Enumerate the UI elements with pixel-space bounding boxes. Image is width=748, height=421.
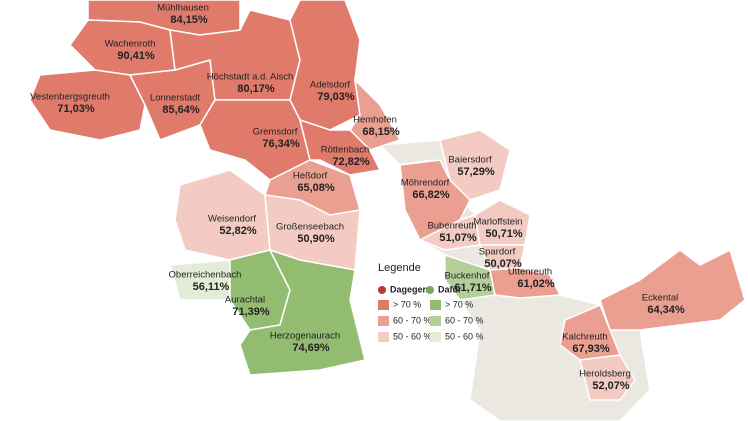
region-result: 61,71% <box>454 282 492 294</box>
legend-label: 60 - 70 % <box>445 315 484 325</box>
region-result: 52,07% <box>592 380 630 392</box>
legend-swatch <box>430 332 441 342</box>
region <box>599 248 746 331</box>
region-result: 50,07% <box>484 258 522 270</box>
region-result: 66,82% <box>412 189 450 201</box>
region-name: Gremsdorf <box>253 127 298 138</box>
legend-label: > 70 % <box>393 299 421 309</box>
legend-title: Legende <box>378 262 421 274</box>
region <box>399 159 471 242</box>
region-name: Herzogenaurach <box>270 331 340 342</box>
region-name: Uttenreuth <box>508 267 552 278</box>
region <box>444 253 496 301</box>
region-name: Mühlhausen <box>157 3 209 14</box>
region-result: 79,03% <box>317 91 355 103</box>
region-result: 85,64% <box>162 104 200 116</box>
region-result: 50,71% <box>485 228 523 240</box>
legend-swatch <box>430 316 441 326</box>
region-name: Wachenroth <box>105 39 156 50</box>
region-name: Eckental <box>642 293 678 304</box>
region <box>289 0 361 131</box>
region-name: Möhrendorf <box>401 178 450 189</box>
legend-swatch <box>378 332 389 342</box>
against-icon <box>378 286 386 294</box>
region-result: 51,07% <box>439 232 477 244</box>
region-result: 65,08% <box>297 182 335 194</box>
region-name: Lonnerstadt <box>150 93 201 104</box>
region <box>579 354 636 401</box>
region-result: 84,15% <box>170 14 208 26</box>
legend-swatch <box>378 316 389 326</box>
region-name: Heßdorf <box>293 171 328 182</box>
region <box>489 267 562 299</box>
legend-against: Dagegen <box>390 284 428 294</box>
region-result: 80,17% <box>237 83 275 95</box>
region-name: Vestenbergsgreuth <box>30 92 110 103</box>
region-result: 56,11% <box>193 281 230 293</box>
region <box>474 199 531 246</box>
region-result: 90,41% <box>117 50 155 62</box>
for-icon <box>426 286 434 294</box>
region <box>239 248 366 376</box>
region-result: 61,02% <box>517 278 555 290</box>
region-result: 76,34% <box>262 138 300 150</box>
region-name: Buckenhof <box>445 271 490 282</box>
region-name: Heroldsberg <box>579 369 631 380</box>
region-name: Höchstadt a.d. Aisch <box>207 72 294 83</box>
region-result: 52,82% <box>219 225 257 237</box>
region-result: 71,03% <box>57 103 95 115</box>
region-name: Aurachtal <box>225 295 265 306</box>
region-name: Röttenbach <box>321 145 370 156</box>
region-name: Weisendorf <box>208 214 256 225</box>
region-result: 64,34% <box>647 304 685 316</box>
region <box>298 118 382 176</box>
legend-swatch <box>378 300 389 310</box>
region-name: Kalchreuth <box>562 332 607 343</box>
region-result: 67,93% <box>572 343 610 355</box>
legend-label: 50 - 60 % <box>445 331 484 341</box>
legend-label: 60 - 70 % <box>393 315 432 325</box>
region-name: Hemhofen <box>353 115 397 126</box>
region-name: Großenseebach <box>276 222 344 233</box>
region-name: Baiersdorf <box>448 155 492 166</box>
legend-label: > 70 % <box>445 299 473 309</box>
region-result: 72,82% <box>332 156 370 168</box>
region-result: 68,15% <box>362 126 400 138</box>
legend-for: Dafür <box>438 284 462 294</box>
region-name: Oberreichenbach <box>169 270 242 281</box>
region-name: Spardorf <box>479 247 516 258</box>
region-result: 57,29% <box>457 166 495 178</box>
region-name: Adelsdorf <box>310 80 350 91</box>
region-result: 74,69% <box>292 342 330 354</box>
region-name: Marloffstein <box>474 217 523 228</box>
region-result: 71,39% <box>232 306 270 318</box>
region-result: 50,90% <box>297 233 335 245</box>
region <box>29 69 146 141</box>
legend-swatch <box>430 300 441 310</box>
legend-label: 50 - 60 % <box>393 331 432 341</box>
region-name: Bubenreuth <box>427 221 476 232</box>
